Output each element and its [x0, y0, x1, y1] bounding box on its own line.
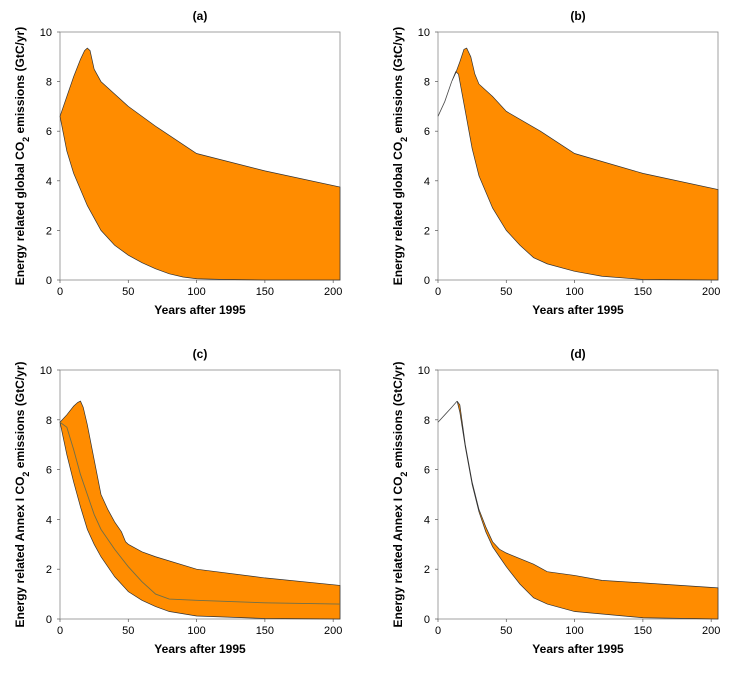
x-tick-label: 200 — [324, 286, 342, 298]
x-tick-label: 0 — [57, 625, 63, 637]
plot-frame — [59, 369, 341, 620]
y-tick-label: 8 — [424, 415, 430, 427]
x-tick-label: 150 — [634, 625, 652, 637]
x-tick-label: 200 — [702, 625, 720, 637]
x-tick-label: 50 — [122, 625, 134, 637]
x-tick-label: 50 — [500, 625, 512, 637]
y-tick-label: 6 — [46, 126, 52, 138]
central-path-line — [59, 421, 341, 605]
plot-frame — [437, 31, 719, 281]
chart-panel-1: 0 50 100 150 200 0 2 4 6 8 10 (a) Years after 1995 En… — [13, 9, 342, 317]
y-axis-label: Energy related Annex I CO2 emissions (Gt… — [13, 362, 31, 628]
y-tick-label: 4 — [46, 514, 52, 526]
y-tick-label: 4 — [424, 176, 430, 188]
x-tick-label: 0 — [435, 286, 441, 298]
y-tick-label: 10 — [40, 27, 52, 39]
x-axis-label: Years after 1995 — [154, 642, 246, 656]
y-tick-label: 2 — [424, 564, 430, 576]
y-axis-label: Energy related global CO2 emissions (GtC… — [391, 27, 409, 285]
emission-range-band — [456, 400, 719, 620]
emission-range-band — [451, 47, 719, 281]
plot-frame — [437, 369, 719, 620]
x-tick-label: 0 — [57, 286, 63, 298]
y-tick-label: 8 — [424, 77, 430, 89]
y-tick-label: 8 — [46, 415, 52, 427]
x-tick-label: 100 — [187, 625, 205, 637]
y-tick-label: 10 — [418, 365, 430, 377]
y-tick-label: 0 — [424, 614, 430, 626]
x-tick-label: 150 — [634, 286, 652, 298]
y-tick-label: 0 — [46, 275, 52, 287]
x-tick-label: 100 — [565, 625, 583, 637]
x-tick-label: 50 — [122, 286, 134, 298]
x-tick-label: 100 — [187, 286, 205, 298]
y-tick-label: 2 — [46, 225, 52, 237]
y-tick-label: 4 — [46, 176, 52, 188]
x-axis-label: Years after 1995 — [532, 303, 624, 317]
x-tick-label: 100 — [565, 286, 583, 298]
y-tick-label: 8 — [46, 77, 52, 89]
y-tick-label: 4 — [424, 514, 430, 526]
y-tick-label: 10 — [418, 27, 430, 39]
y-axis-label: Energy related Annex I CO2 emissions (Gt… — [391, 362, 409, 628]
y-tick-label: 2 — [46, 564, 52, 576]
x-tick-label: 50 — [500, 286, 512, 298]
chart-panel-2: 0 50 100 150 200 0 2 4 6 8 10 (b) Years after 1995 En… — [391, 9, 720, 317]
chart-panel-3: 0 50 100 150 200 0 2 4 6 8 10 (c) Years after 1995 En… — [13, 347, 342, 656]
x-tick-label: 0 — [435, 625, 441, 637]
plot-frame — [59, 31, 341, 281]
y-tick-label: 6 — [424, 126, 430, 138]
chart-panel-4: 0 50 100 150 200 0 2 4 6 8 10 (d) Years after 1995 En… — [391, 347, 720, 656]
y-tick-label: 10 — [40, 365, 52, 377]
y-tick-label: 6 — [424, 465, 430, 477]
y-axis-label: Energy related global CO2 emissions (GtC… — [13, 27, 31, 285]
panel-title: (c) — [193, 347, 208, 361]
y-tick-label: 2 — [424, 225, 430, 237]
panel-title: (d) — [570, 347, 585, 361]
y-tick-label: 0 — [46, 614, 52, 626]
y-tick-label: 0 — [424, 275, 430, 287]
x-axis-label: Years after 1995 — [532, 642, 624, 656]
panel-title: (a) — [193, 9, 208, 23]
x-tick-label: 150 — [256, 625, 274, 637]
y-tick-label: 6 — [46, 465, 52, 477]
emission-range-band — [59, 400, 341, 620]
x-tick-label: 200 — [324, 625, 342, 637]
emission-range-band — [59, 47, 341, 281]
x-tick-label: 200 — [702, 286, 720, 298]
historical-line — [437, 400, 458, 423]
x-tick-label: 150 — [256, 286, 274, 298]
panel-title: (b) — [570, 9, 585, 23]
x-axis-label: Years after 1995 — [154, 303, 246, 317]
historical-line — [437, 81, 453, 117]
